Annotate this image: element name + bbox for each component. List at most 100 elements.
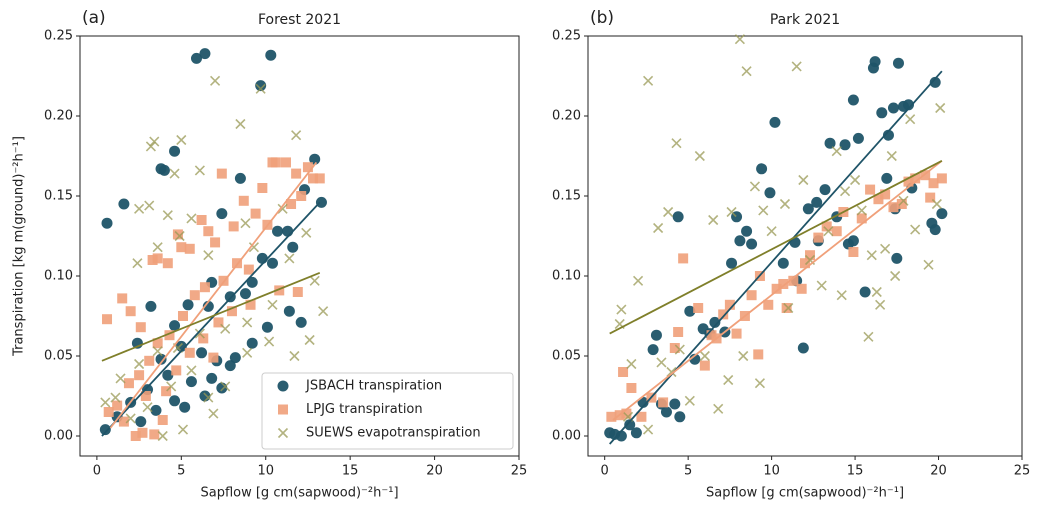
y-tick-label: 0.25 <box>44 29 73 44</box>
point <box>741 225 753 237</box>
point <box>905 114 916 125</box>
x-tick-label: 10 <box>763 464 780 479</box>
point <box>184 347 195 358</box>
plot-frame <box>587 35 1023 457</box>
point <box>177 311 188 321</box>
point <box>234 172 246 184</box>
point <box>149 429 160 440</box>
point <box>892 57 904 69</box>
point <box>137 427 148 438</box>
point <box>633 275 644 286</box>
point <box>255 83 266 94</box>
point <box>242 347 253 358</box>
point <box>125 413 136 424</box>
point <box>130 431 141 441</box>
point <box>847 94 859 106</box>
trend-line <box>109 161 318 429</box>
trend-line <box>101 201 321 437</box>
point <box>684 395 695 406</box>
point <box>766 226 777 237</box>
y-tick-label: 0.05 <box>552 349 581 364</box>
point <box>274 285 285 296</box>
point <box>112 400 123 411</box>
point <box>910 173 921 184</box>
point <box>734 34 745 45</box>
point <box>144 200 155 211</box>
point <box>216 208 228 220</box>
point <box>831 146 842 157</box>
point <box>287 241 299 253</box>
point <box>891 252 903 264</box>
point <box>240 218 251 229</box>
point <box>653 222 664 234</box>
point <box>800 258 810 269</box>
point <box>674 411 686 423</box>
legend-marker <box>277 427 289 439</box>
point <box>174 230 185 242</box>
point <box>754 378 765 389</box>
point <box>314 173 325 184</box>
x-tick-label: 25 <box>511 464 528 479</box>
point <box>763 299 774 310</box>
point <box>296 191 307 201</box>
y-tick-label: 0.10 <box>44 269 73 284</box>
point <box>161 386 172 397</box>
point <box>886 150 897 162</box>
point <box>162 369 174 381</box>
point <box>189 290 200 301</box>
point <box>726 257 738 269</box>
point <box>931 198 942 210</box>
point <box>888 202 899 213</box>
point <box>186 213 197 224</box>
point <box>304 334 315 346</box>
y-axis-label: Transpiration [kg m(ground)⁻²h⁻¹] <box>12 136 27 357</box>
y-tick-label: 0.25 <box>552 29 581 44</box>
x-axis-label: Sapflow [g cm(sapwood)⁻²h⁻¹] <box>200 486 398 501</box>
point <box>272 225 284 237</box>
point <box>152 253 163 264</box>
point <box>208 352 219 363</box>
point <box>157 430 168 442</box>
point <box>724 299 735 310</box>
point <box>813 232 824 243</box>
point <box>606 411 617 422</box>
point <box>779 198 791 210</box>
point <box>880 189 891 200</box>
point <box>663 206 674 218</box>
point <box>798 174 809 186</box>
point <box>232 258 243 269</box>
point <box>179 401 191 413</box>
point <box>811 196 823 208</box>
point <box>220 323 231 334</box>
point <box>224 291 236 303</box>
point <box>836 290 847 301</box>
point <box>103 407 114 417</box>
point <box>301 227 312 238</box>
point <box>115 373 126 384</box>
point <box>246 337 258 349</box>
point <box>643 75 654 86</box>
point <box>796 283 807 294</box>
point <box>749 181 760 192</box>
point <box>726 206 737 218</box>
point <box>693 303 704 313</box>
point <box>196 347 208 359</box>
point <box>118 416 129 427</box>
point <box>292 287 303 297</box>
point <box>865 184 876 195</box>
point <box>177 424 189 435</box>
point <box>171 365 182 376</box>
point <box>144 355 155 366</box>
point <box>839 186 851 197</box>
point <box>140 391 151 401</box>
point <box>100 397 111 408</box>
point <box>203 392 214 403</box>
point <box>756 163 768 175</box>
point <box>881 172 893 184</box>
point <box>637 396 649 408</box>
point <box>182 299 194 311</box>
point <box>286 199 297 209</box>
point <box>282 225 294 237</box>
point <box>673 327 684 337</box>
point <box>764 187 776 199</box>
